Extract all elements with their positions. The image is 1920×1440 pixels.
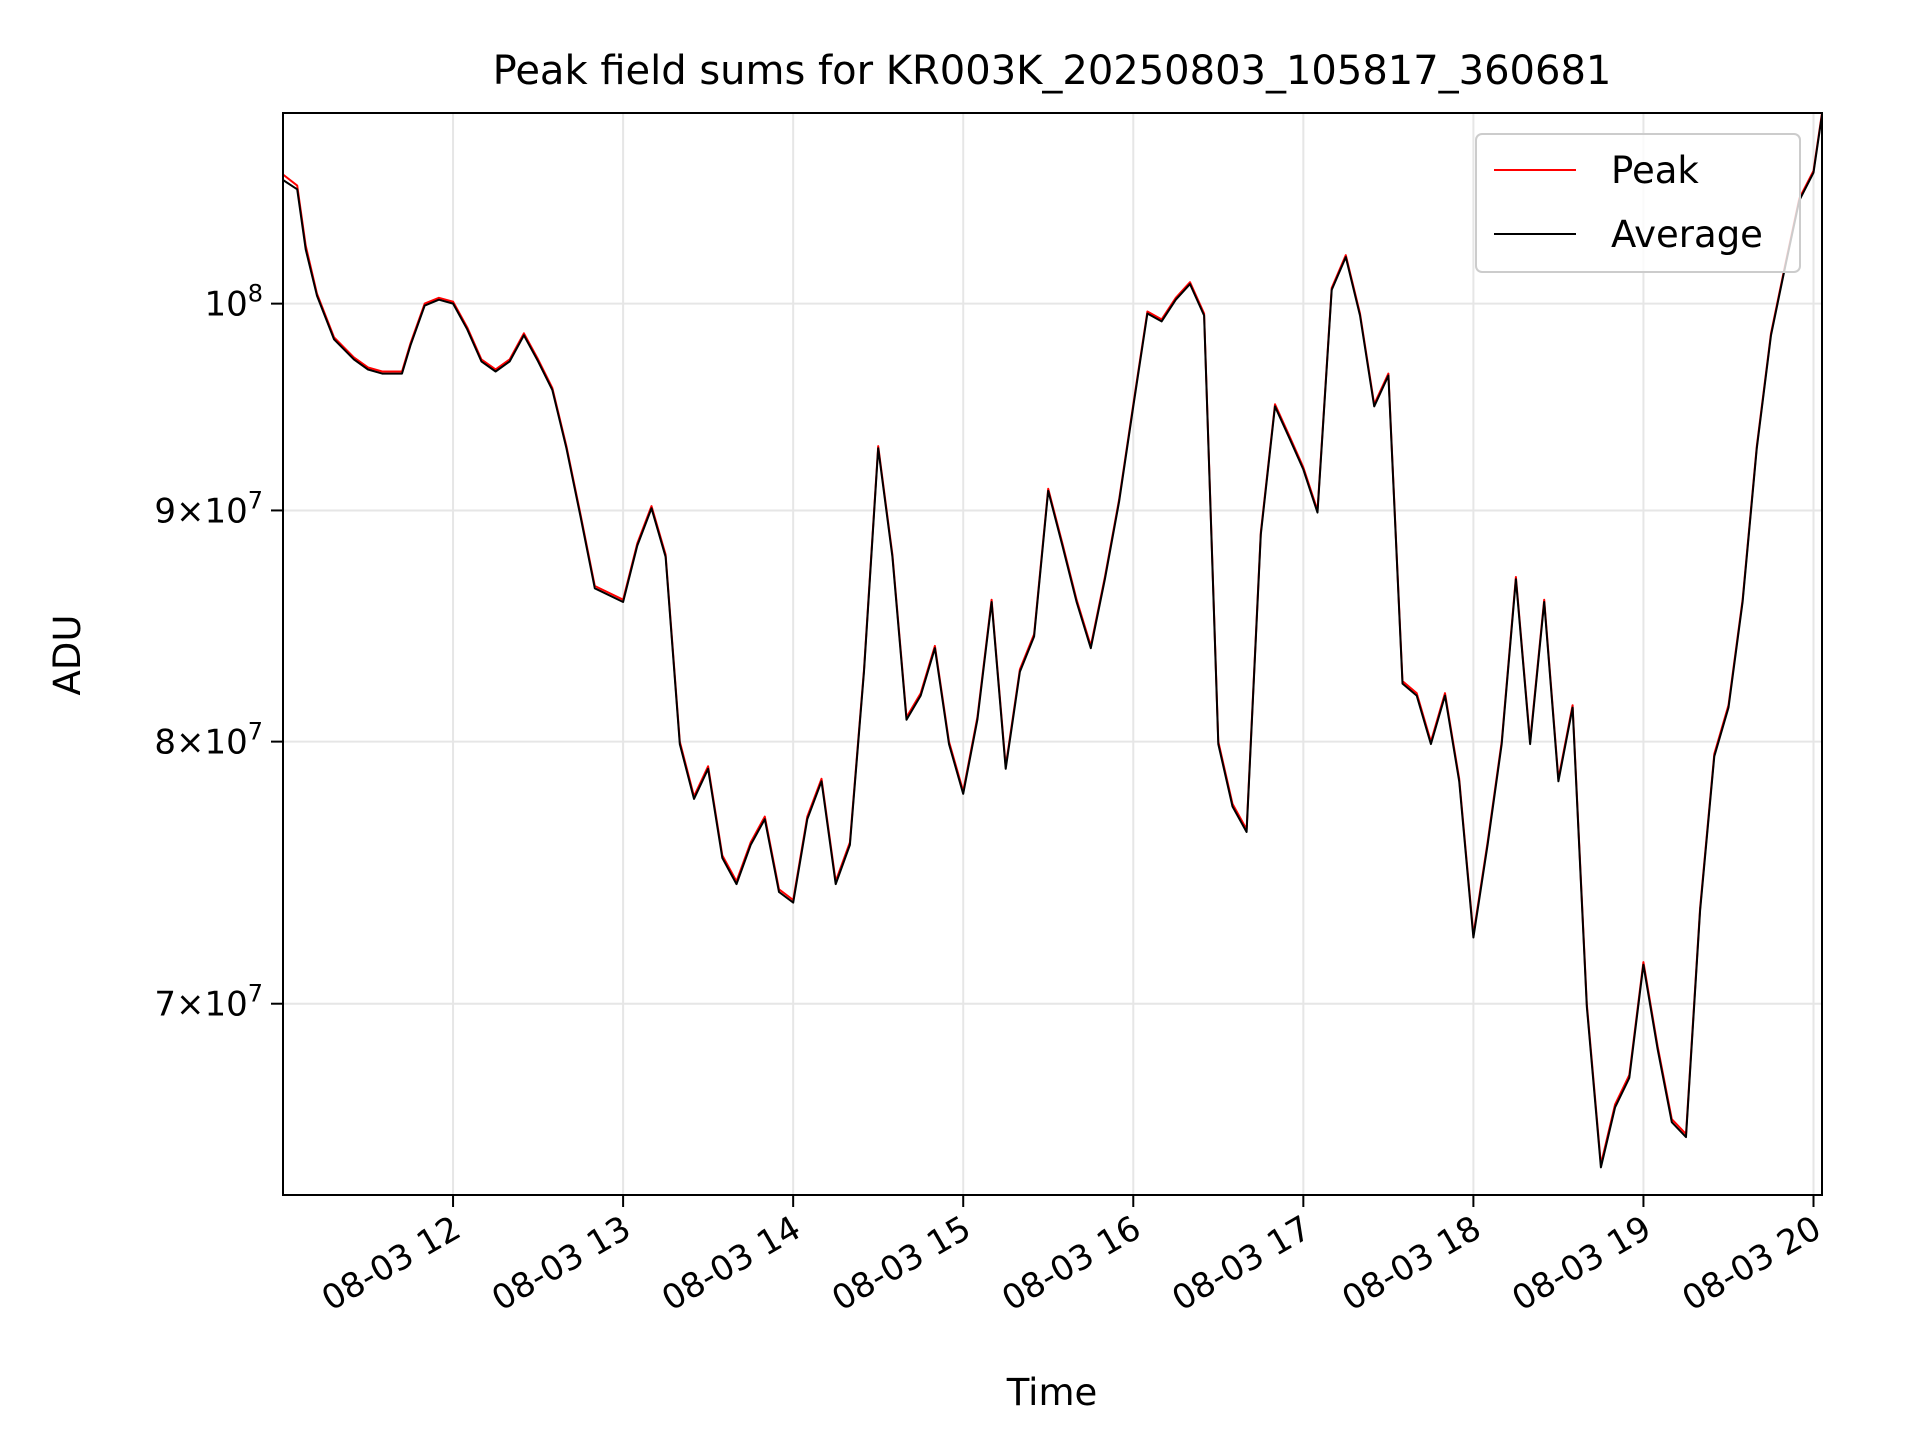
legend-box <box>1475 133 1801 273</box>
y-axis: 7×107 8×107 9×107 108 <box>154 280 283 1025</box>
legend-label-average: Average <box>1611 213 1763 256</box>
plot-frame <box>282 112 1823 1196</box>
y-tick-label: 7×107 <box>154 980 263 1025</box>
x-axis-label: Time <box>1006 1371 1098 1414</box>
y-tick-label: 8×107 <box>154 718 263 763</box>
chart-title: Peak field sums for KR003K_20250803_1058… <box>493 48 1612 94</box>
series-line-average <box>282 114 1823 1169</box>
y-tick-label: 9×107 <box>154 486 263 531</box>
series-lines <box>282 112 1823 1169</box>
legend-label-peak: Peak <box>1611 149 1699 192</box>
legend: Peak Average <box>1475 133 1801 273</box>
y-tick-label: 108 <box>204 280 263 325</box>
y-axis-label: ADU <box>46 615 89 696</box>
